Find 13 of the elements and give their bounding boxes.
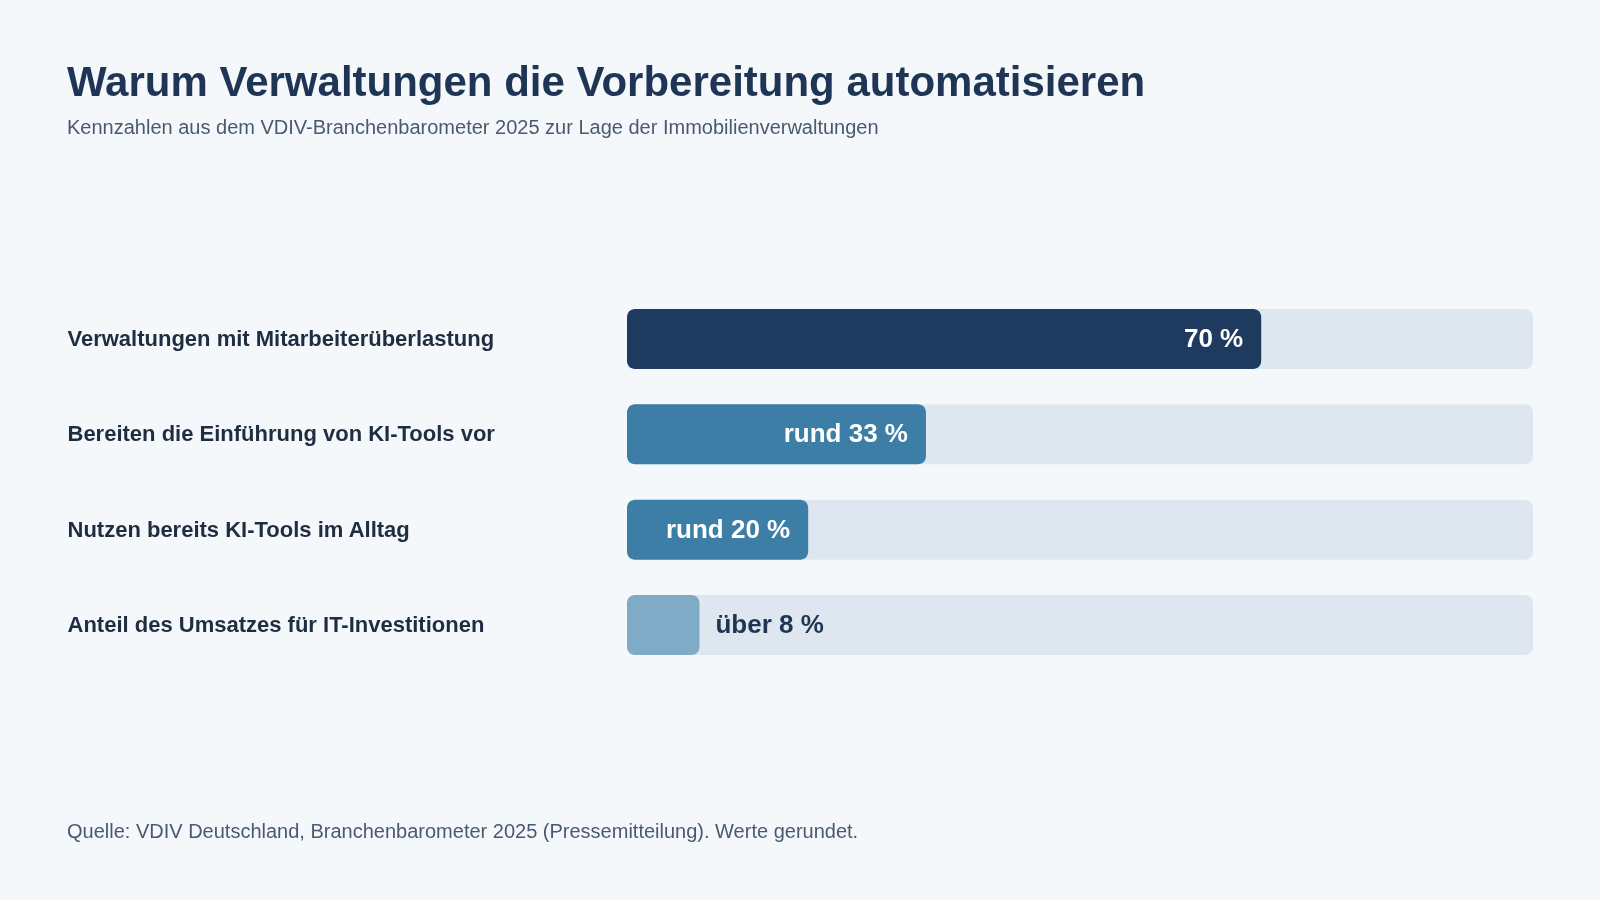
data-label: rund 33 % bbox=[783, 418, 908, 449]
y-tick-label: Bereiten die Einführung von KI-Tools vor bbox=[67, 421, 496, 447]
y-tick-label: Verwaltungen mit Mitarbeiterüberlastung bbox=[67, 326, 495, 352]
y-tick-label: Anteil des Umsatzes für IT-Investitionen bbox=[67, 611, 485, 637]
bar bbox=[627, 594, 700, 655]
chart-title: Warum Verwaltungen die Vorbereitung automatisieren bbox=[67, 58, 1146, 106]
data-label: rund 20 % bbox=[665, 513, 791, 544]
chart-subtitle: Kennzahlen aus dem VDIV-Branchenbarometer 2025 zur Lage der Immobilienverwaltungen bbox=[67, 116, 879, 139]
source-note: Quelle: VDIV Deutschland, Branchenbarometer 2025 (Pressemitteilung). Werte gerundet. bbox=[67, 820, 859, 843]
y-tick-label: Nutzen bereits KI-Tools im Alltag bbox=[67, 516, 410, 542]
data-label: über 8 % bbox=[715, 608, 824, 639]
bar bbox=[627, 404, 926, 465]
data-label: 70 % bbox=[1183, 323, 1244, 354]
